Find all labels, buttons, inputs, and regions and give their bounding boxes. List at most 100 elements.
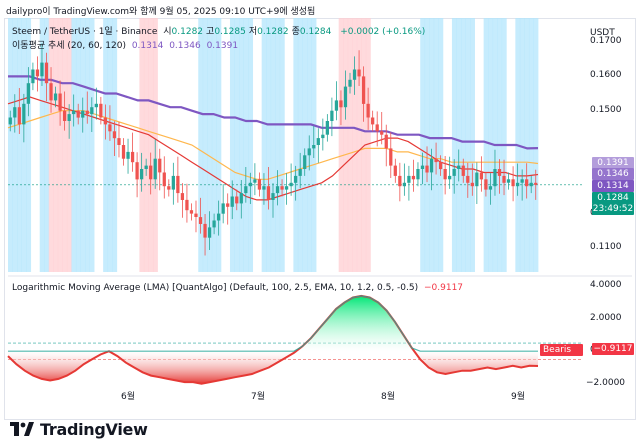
regime-band (17, 18, 22, 272)
candle-body (189, 210, 194, 214)
candle-body (429, 158, 434, 173)
candle-body (103, 117, 108, 125)
ohlc-values: 시0.1282 고0.1285 저0.1282 종0.1284 (163, 27, 334, 37)
candle-body (534, 182, 538, 185)
candle-body (94, 103, 98, 108)
price-axis-tick: 0.1100 (590, 241, 622, 252)
regime-band (53, 18, 59, 272)
candle-body (343, 86, 348, 108)
lma-legend: Logarithmic Moving Average (LMA) [QuantA… (12, 283, 466, 293)
candle-body (85, 110, 89, 115)
candle-body (162, 172, 166, 187)
candle-body (26, 83, 31, 104)
candle-body (393, 165, 397, 176)
regime-band (528, 18, 534, 272)
regime-band (21, 18, 27, 272)
candle-body (479, 172, 484, 180)
candle-body (53, 93, 58, 101)
price-tag: 0.1314 (592, 180, 634, 192)
regime-band (261, 18, 267, 272)
candle-body (470, 182, 474, 187)
regime-band (465, 18, 471, 272)
candle-body (497, 169, 502, 176)
tradingview-logo[interactable]: TradingView (10, 418, 148, 440)
symbol-legend: Steem / TetherUS · 1일 · Binance 시0.1282 고… (12, 24, 428, 37)
candle-body (194, 213, 198, 217)
candle-body (275, 186, 280, 194)
candle-body (235, 196, 239, 204)
candle-body (398, 175, 402, 187)
time-axis-tick: 6월 (120, 392, 136, 402)
candle-body (371, 117, 375, 125)
candle-body (262, 186, 266, 190)
candle-body (425, 165, 429, 173)
candle-body (253, 179, 257, 183)
candle-body (339, 100, 343, 108)
regime-band (211, 18, 217, 272)
candle-body (180, 193, 185, 200)
candle-body (35, 69, 40, 77)
candle-body (411, 175, 416, 180)
chart-frame (4, 18, 636, 420)
lma-line (7, 294, 539, 385)
regime-band (139, 18, 145, 272)
regime-band (248, 18, 254, 272)
candle-body (520, 179, 524, 183)
candle-body (357, 69, 361, 77)
candle-body (176, 175, 180, 194)
candle-body (17, 107, 21, 125)
regime-band (519, 18, 525, 272)
regime-band (297, 18, 303, 272)
candle-body (22, 103, 26, 125)
ohlc-value: 0.1285 (214, 27, 246, 37)
candle-body (284, 186, 289, 190)
candle-body (303, 155, 307, 169)
regime-band (352, 18, 358, 272)
regime-band (103, 18, 109, 272)
candle-body (298, 169, 302, 176)
regime-band (243, 18, 249, 272)
regime-band (26, 18, 32, 272)
candle-body (484, 179, 488, 190)
regime-band (234, 18, 240, 272)
regime-band (229, 18, 235, 272)
bearish-badge: Bearis (540, 344, 583, 356)
price-axis-tick: 0.1700 (590, 36, 622, 47)
time-axis-tick: 8월 (380, 392, 396, 402)
candle-body (8, 117, 12, 125)
ohlc-key: 고 (206, 27, 215, 37)
regime-band (438, 18, 444, 272)
price-axis-tick: 0.1600 (590, 70, 622, 81)
candle-body (167, 186, 171, 190)
candle-body (525, 179, 529, 187)
ohlc-value: 0.1282 (171, 27, 204, 37)
candle-body (402, 182, 406, 187)
regime-band (488, 18, 494, 272)
candle-body (257, 179, 262, 190)
candle-body (289, 182, 293, 187)
candle-body (244, 186, 248, 194)
regime-band (275, 18, 281, 272)
regime-band (239, 18, 244, 272)
regime-band (8, 18, 13, 272)
candle-body (506, 179, 511, 183)
regime-band (420, 18, 426, 272)
regime-band (524, 18, 530, 272)
candle-body (434, 158, 438, 163)
regime-band (279, 18, 285, 272)
regime-band (365, 18, 371, 272)
candle-body (380, 131, 384, 135)
regime-band (483, 18, 489, 272)
currency-label: USDT (590, 28, 615, 38)
candle-body (217, 213, 221, 221)
candle-body (321, 134, 325, 139)
candle-body (493, 169, 497, 187)
price-tag: 0.1346 (592, 168, 634, 180)
candle-body (31, 69, 35, 84)
candle-body (130, 151, 135, 163)
candle-body (62, 110, 67, 121)
candle-body (76, 110, 80, 118)
candle-body (466, 175, 470, 183)
candle-body (185, 199, 189, 211)
